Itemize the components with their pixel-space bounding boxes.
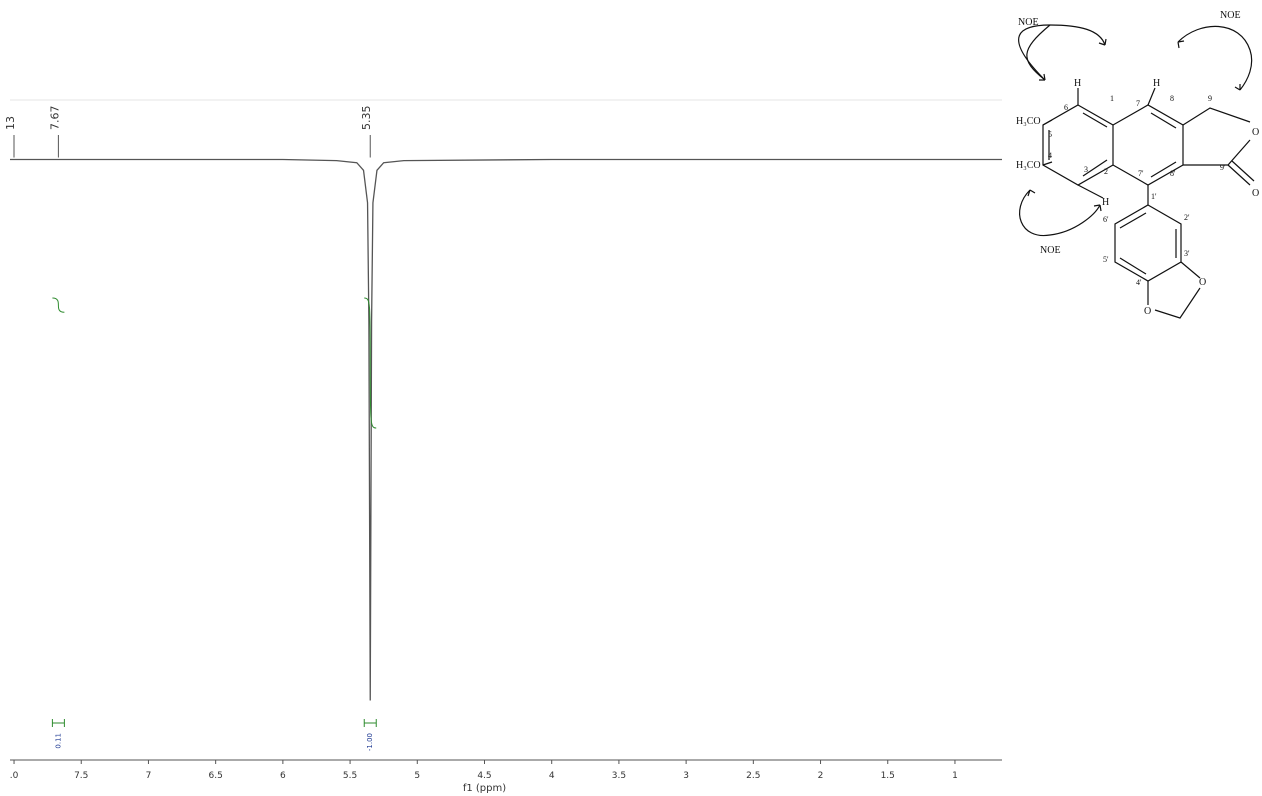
- noe-arrow: [1019, 189, 1101, 237]
- x-tick-label: 3.5: [612, 771, 626, 781]
- atom-number: 6: [1064, 103, 1068, 112]
- x-tick-label: 3: [683, 771, 689, 781]
- x-tick-label: 2: [818, 771, 824, 781]
- ring: [1114, 204, 1182, 282]
- noe-arrow: [1018, 24, 1106, 81]
- integral-curve: [364, 297, 377, 429]
- structure: NOE NOE NOE H H H H₃CO H₃CO 1 2 3 4 5 6 …: [1016, 10, 1259, 319]
- atom-number: 1': [1151, 192, 1157, 201]
- bond: [1042, 161, 1053, 166]
- noe-label: NOE: [1220, 10, 1241, 21]
- integral-label: 0.11: [54, 733, 62, 749]
- integral-bracket: [363, 719, 377, 727]
- oxygen: O: [1252, 127, 1259, 138]
- bond: [1150, 112, 1177, 129]
- x-tick-label: 2.5: [746, 771, 760, 781]
- oxygen: O: [1252, 188, 1259, 199]
- ring: [1112, 104, 1184, 186]
- bond: [1082, 159, 1108, 177]
- atom-number: 7': [1138, 169, 1144, 178]
- ring: [1042, 104, 1114, 186]
- atom-number: 9': [1220, 163, 1226, 172]
- atom-numbers: 1 2 3 4 5 6 7 7' 8 8' 9 9' 1' 2' 3' 4' 5…: [1048, 94, 1226, 287]
- x-tick-label: 7.5: [74, 771, 88, 781]
- x-tick-label: 6: [280, 771, 286, 781]
- atom-number: 3: [1084, 165, 1088, 174]
- bond: [1119, 212, 1147, 229]
- atom-number: 2': [1184, 213, 1190, 222]
- integral-bracket: [51, 719, 65, 727]
- bond: [1147, 261, 1201, 319]
- x-tick-label: .0: [10, 771, 19, 781]
- atom-number: 8': [1170, 169, 1176, 178]
- peak-label: 5.35: [360, 106, 373, 131]
- x-tick-label: 7: [146, 771, 152, 781]
- oxygen: O: [1199, 277, 1206, 288]
- x-tick-label: 4: [549, 771, 555, 781]
- x-tick-label: 5.5: [343, 771, 357, 781]
- h-label: H: [1074, 78, 1081, 89]
- atom-number: 1: [1110, 94, 1114, 103]
- atom-number: 6': [1103, 215, 1109, 224]
- atom-number: 4': [1136, 278, 1142, 287]
- x-tick-label: 6.5: [208, 771, 222, 781]
- x-tick-label: 1.5: [881, 771, 895, 781]
- h-label: H: [1102, 197, 1109, 208]
- bond: [1231, 160, 1255, 182]
- spectrum: [10, 158, 1002, 701]
- atom-number: 2: [1104, 167, 1108, 176]
- integral-label: -1.00: [366, 733, 374, 751]
- arrow-head: [1027, 38, 1241, 212]
- x-tick-label: 5: [414, 771, 420, 781]
- noe-label: NOE: [1040, 245, 1061, 256]
- atom-number: 4: [1048, 151, 1052, 160]
- bond: [1150, 161, 1177, 178]
- atom-number: 5: [1048, 130, 1052, 139]
- bond: [1077, 184, 1104, 199]
- methoxy-label: H₃CO: [1016, 160, 1041, 171]
- methoxy-label: H₃CO: [1016, 116, 1041, 127]
- x-tick-label: 1: [952, 771, 958, 781]
- atom-number: 7: [1136, 99, 1140, 108]
- peak-label: 7.67: [48, 106, 61, 131]
- noe-label: NOE: [1018, 17, 1039, 28]
- bond: [1082, 112, 1108, 128]
- noe-arrow: [1177, 25, 1253, 91]
- integral-curve: [52, 297, 65, 313]
- noe-arrow: [1026, 24, 1051, 81]
- atom-number: 5': [1103, 255, 1109, 264]
- x-axis-label: f1 (ppm): [463, 783, 506, 794]
- bond: [1042, 119, 1053, 126]
- oxygen: O: [1144, 306, 1151, 317]
- atom-number: 8: [1170, 94, 1174, 103]
- x-tick-label: 4.5: [477, 771, 491, 781]
- atom-number: 9: [1208, 94, 1212, 103]
- bond: [1147, 87, 1156, 106]
- h-label: H: [1153, 78, 1160, 89]
- bond: [1182, 107, 1251, 166]
- bond: [1227, 164, 1251, 186]
- peak-label: 13: [4, 116, 17, 130]
- bond: [1119, 257, 1147, 275]
- atom-number: 3': [1184, 249, 1190, 258]
